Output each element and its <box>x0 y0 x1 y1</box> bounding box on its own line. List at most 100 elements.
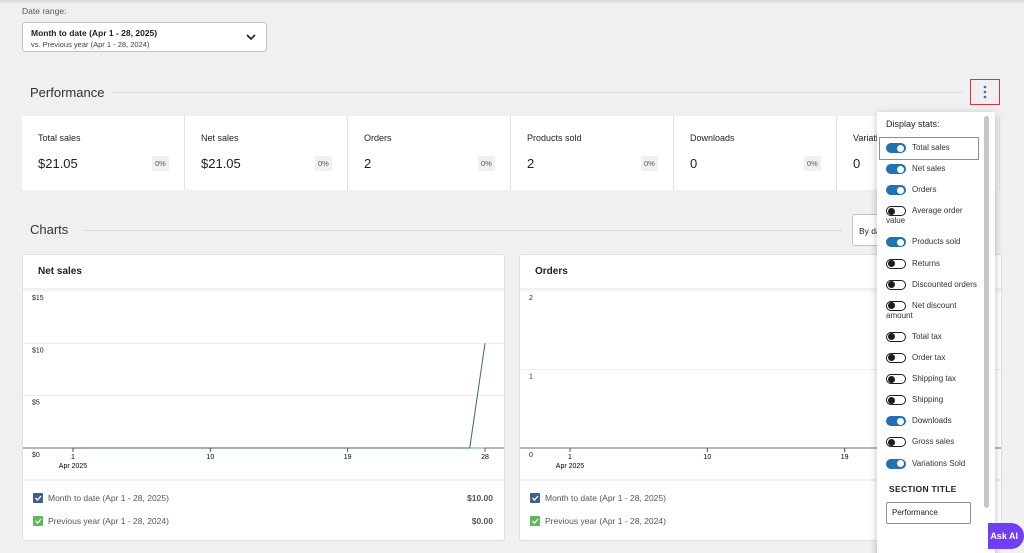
stat-change: 0% <box>804 156 821 171</box>
stat-value: 0 <box>853 156 861 171</box>
date-range-label: Date range: <box>22 6 67 16</box>
toggle-switch[interactable] <box>886 458 906 469</box>
toggle-label: Net sales <box>912 164 946 174</box>
stat-toggle[interactable]: Net discount amount <box>880 295 978 326</box>
legend-checkbox[interactable] <box>33 516 43 526</box>
stat-card[interactable]: Orders 2 0% <box>348 116 511 190</box>
toggle-switch[interactable] <box>886 395 906 406</box>
y-tick-label: 0 <box>529 452 533 459</box>
checkbox <box>530 493 540 503</box>
stat-label: Downloads <box>690 133 735 143</box>
toggle-knob <box>897 238 904 246</box>
chart-panel: Net sales $0 $5 $10 $15 1 Apr 2025 10 19 28 Month … <box>22 254 505 541</box>
toggle-switch[interactable] <box>886 331 906 342</box>
stat-label: Total sales <box>38 133 81 143</box>
stat-toggle[interactable]: Total sales <box>879 136 979 160</box>
checkmark <box>532 495 539 501</box>
toggle-switch[interactable] <box>886 374 906 385</box>
checkmark <box>35 518 42 524</box>
stat-label: Orders <box>364 133 392 143</box>
toggle-switch[interactable] <box>886 237 906 248</box>
ask-ai-button[interactable]: Ask AI <box>988 523 1024 549</box>
legend-label: Previous year (Apr 1 - 28, 2024) <box>48 516 169 526</box>
stat-toggle[interactable]: Shipping <box>880 390 978 411</box>
legend-checkbox[interactable] <box>33 493 43 503</box>
chevron-icon <box>246 34 256 41</box>
toggle-label: Shipping <box>912 395 944 405</box>
stat-toggle[interactable]: Gross sales <box>880 432 978 453</box>
toggle-knob <box>888 302 895 310</box>
toggle-label: Average order value <box>886 206 963 226</box>
stat-toggle[interactable]: Orders <box>880 180 978 201</box>
stat-toggle[interactable]: Returns <box>880 253 978 274</box>
x-tick-label: 1 <box>71 454 75 461</box>
toggle-label: Gross sales <box>912 437 955 447</box>
stat-toggle[interactable]: Order tax <box>880 347 978 368</box>
toggle-label: Orders <box>912 185 937 195</box>
section-heading: Charts <box>30 222 69 237</box>
stat-label: Products sold <box>527 133 582 143</box>
toggle-switch[interactable] <box>886 279 906 290</box>
stats-row: Total sales $21.05 0% Net sales $21.05 0% Orde… <box>22 116 1000 190</box>
stat-toggle[interactable]: Downloads <box>880 411 978 432</box>
date-range-primary: Month to date (Apr 1 - 28, 2025) <box>31 28 158 38</box>
series-line <box>73 343 486 449</box>
stat-toggle[interactable]: Net sales <box>880 159 978 180</box>
kebab-icon <box>983 85 987 99</box>
stat-toggle[interactable]: Average order value <box>880 201 978 232</box>
chart-title: Net sales <box>38 266 82 277</box>
section-heading: Performance <box>30 85 105 100</box>
toggle-label: Downloads <box>912 416 952 426</box>
stat-toggle[interactable]: Shipping tax <box>880 369 978 390</box>
toggle-switch[interactable] <box>886 300 906 311</box>
date-range-secondary: vs. Previous year (Apr 1 - 28, 2024) <box>31 40 150 49</box>
legend-total: $10.00 <box>467 493 493 503</box>
stat-value: 0 <box>690 156 698 171</box>
toggle-label: Net discount amount <box>886 300 957 320</box>
date-range-dropdown[interactable]: Month to date (Apr 1 - 28, 2025) vs. Pre… <box>22 22 267 52</box>
toggle-switch[interactable] <box>886 206 906 217</box>
x-tick-sublabel: Apr 2025 <box>556 463 585 470</box>
toggle-switch[interactable] <box>886 437 906 448</box>
toggle-switch[interactable] <box>886 416 906 427</box>
toggle-knob <box>888 354 895 362</box>
legend-label: Month to date (Apr 1 - 28, 2025) <box>48 493 169 503</box>
toggle-switch[interactable] <box>886 143 906 153</box>
toggle-label: Order tax <box>912 353 946 363</box>
x-tick-label: 19 <box>841 454 849 461</box>
toggle-knob <box>888 207 895 215</box>
stat-toggle[interactable]: Total tax <box>880 326 978 347</box>
x-tick-label: 10 <box>703 454 711 461</box>
checkbox <box>33 516 43 526</box>
checkbox <box>530 516 540 526</box>
toggle-label: Discounted orders <box>912 279 977 289</box>
legend-checkbox[interactable] <box>530 516 540 526</box>
stat-toggle[interactable]: Products sold <box>880 232 978 253</box>
x-tick-label: 28 <box>481 454 489 461</box>
toggle-knob <box>888 333 895 341</box>
stat-toggle[interactable]: Discounted orders <box>880 274 978 295</box>
section-title-input[interactable]: Performance <box>886 502 971 525</box>
toggle-switch[interactable] <box>886 352 906 363</box>
stat-toggle[interactable]: Variations Sold <box>880 453 978 474</box>
section-title-value: Performance <box>892 508 938 518</box>
stat-card[interactable]: Net sales $21.05 0% <box>185 116 348 190</box>
toggle-label: Total tax <box>912 331 942 341</box>
legend-checkbox[interactable] <box>530 493 540 503</box>
toggle-switch[interactable] <box>886 258 906 269</box>
stat-card[interactable]: Downloads 0 0% <box>674 116 837 190</box>
stat-card[interactable]: Products sold 2 0% <box>511 116 674 190</box>
toggle-knob <box>888 375 895 383</box>
legend-total: $0.00 <box>472 516 494 526</box>
x-tick-sublabel: Apr 2025 <box>59 463 88 470</box>
more-options-button[interactable] <box>970 79 1000 105</box>
toggle-switch[interactable] <box>886 164 906 175</box>
toggle-switch[interactable] <box>886 185 906 196</box>
ask-ai-clip: Ask AI <box>988 523 1024 549</box>
y-tick-label: 2 <box>529 295 533 302</box>
toggle-knob <box>888 396 895 404</box>
x-tick-label: 10 <box>206 454 214 461</box>
stat-card[interactable]: Total sales $21.05 0% <box>22 116 185 190</box>
interval-label: By date <box>859 226 888 236</box>
